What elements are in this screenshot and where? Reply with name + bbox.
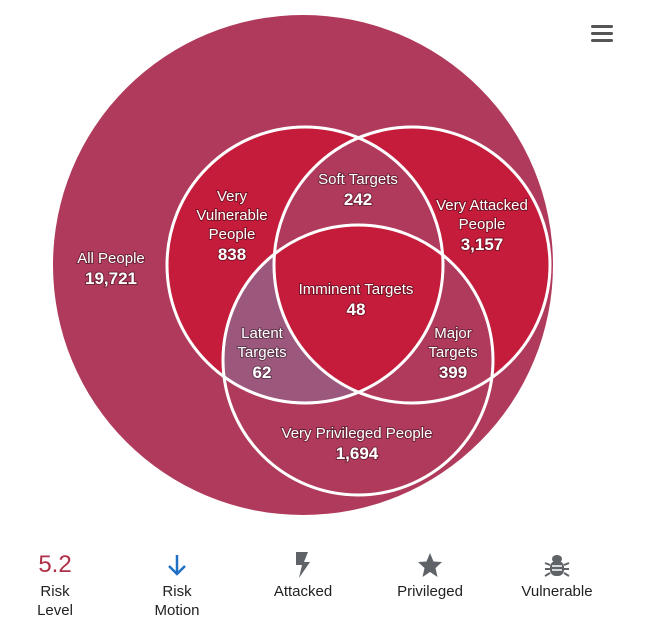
risk-level-value: 5.2 [38,551,72,578]
region-value-text: 3,157 [461,235,504,254]
vulnerable-label: Vulnerable [521,583,593,600]
region-label-text: People [209,226,256,243]
region-value-text: 62 [253,363,272,382]
risk-motion-label-line-2: Motion [154,602,200,619]
region-label-all-people: All People 19,721 [76,249,146,289]
legend-vulnerable[interactable]: Vulnerable [502,548,612,601]
region-value-text: 48 [347,300,366,319]
legend-bar: 5.2 Risk Level Risk Motion Attacked Priv… [0,548,651,636]
attacked-label: Attacked [273,583,333,600]
region-value-text: 19,721 [85,269,137,288]
region-labels: All People 19,721 Very Vulnerable People 838 S… [76,170,529,464]
legend-attacked[interactable]: Attacked [248,548,358,601]
lightning-bolt-icon [248,548,358,582]
region-label-soft-targets: Soft Targets 242 [317,170,399,210]
region-value-text: 399 [439,363,467,382]
legend-risk-level: 5.2 Risk Level [0,548,110,620]
hamburger-menu-icon[interactable] [589,22,615,46]
region-value-text: 838 [218,245,246,264]
legend-privileged[interactable]: Privileged [375,548,485,601]
risk-level-label-line-1: Risk [40,583,70,600]
region-label-text: Vulnerable [196,207,267,224]
region-label-very-vulnerable-people: Very Vulnerable People 838 [195,187,268,265]
region-label-text: All People [77,250,145,267]
arrow-down-icon [122,548,232,582]
region-label-text: People [459,216,506,233]
imminent-targets-region[interactable] [223,225,493,495]
very-privileged-outline [221,223,495,497]
risk-level-label-line-2: Level [37,602,73,619]
bug-icon [502,548,612,582]
region-label-very-privileged-people: Very Privileged People 1,694 [281,424,434,464]
very-vulnerable-outline [165,125,445,405]
region-label-very-attacked-people: Very Attacked People 3,157 [435,196,529,255]
region-label-text: Imminent Targets [299,281,414,298]
star-icon [375,548,485,582]
region-label-text: Very [217,188,248,205]
region-label-text: Very Privileged People [282,425,433,442]
region-label-text: Major [434,325,472,342]
very-attacked-outline [272,125,552,405]
region-label-text: Soft Targets [318,171,398,188]
risk-motion-label-line-1: Risk [162,583,192,600]
region-label-text: Very Attacked [436,197,528,214]
region-value-text: 1,694 [336,444,379,463]
region-label-latent-targets: Latent Targets 62 [236,324,287,383]
region-value-text: 242 [344,190,372,209]
region-label-text: Latent [241,325,284,342]
region-label-major-targets: Major Targets 399 [427,324,478,383]
privileged-label: Privileged [397,583,463,600]
region-label-text: Targets [428,344,477,361]
region-label-imminent-targets: Imminent Targets 48 [298,280,415,320]
legend-risk-motion[interactable]: Risk Motion [122,548,232,620]
venn-diagram: All People 19,721 Very Vulnerable People 838 S… [53,15,553,515]
region-label-text: Targets [237,344,286,361]
